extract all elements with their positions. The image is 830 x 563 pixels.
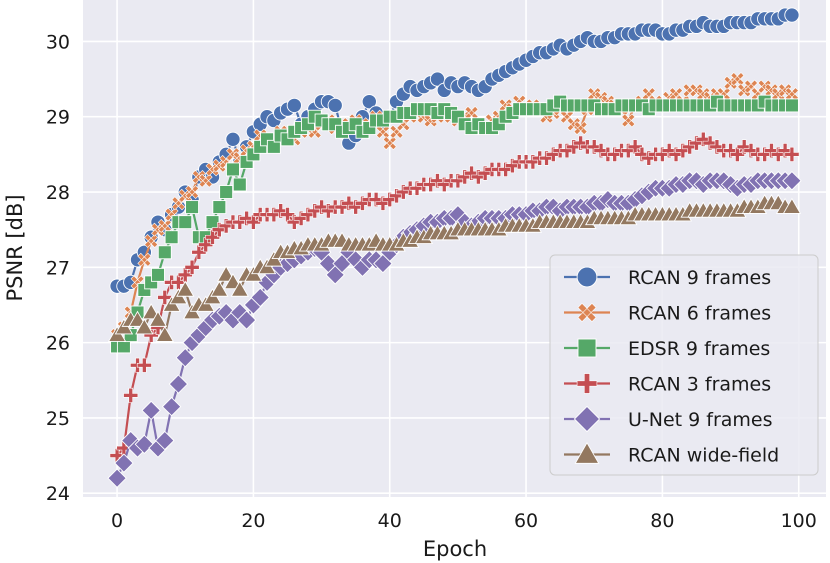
data-point [137,252,152,267]
legend-label: RCAN 3 frames [628,374,771,396]
data-point [245,214,261,230]
data-point [151,267,165,282]
legend-item: RCAN 9 frames [564,266,771,289]
data-point [361,94,377,110]
series-rcan-3-frames [109,131,800,464]
data-point [621,113,636,128]
data-point [185,200,200,215]
series-group [107,7,802,488]
legend-swatch-marker [576,266,598,288]
data-point [175,347,195,368]
y-axis-label: PSNR [dB] [3,194,27,301]
y-tick-label: 25 [46,408,70,430]
legend-box [549,254,819,476]
legend-item: RCAN 3 frames [564,373,771,396]
data-point [177,267,193,283]
x-tick-label: 60 [514,510,538,532]
data-point [191,244,207,260]
x-axis-ticks: 0 20 40 60 80 100 [111,510,817,532]
data-point [178,215,193,230]
data-point [168,374,189,394]
data-point [573,121,588,135]
data-point [729,146,745,162]
data-point [144,234,159,248]
data-point [784,7,800,23]
legend-item: U-Net 9 frames [564,405,773,433]
legend-item: RCAN wide-field [564,441,779,467]
data-point [327,97,343,114]
data-point [382,136,397,151]
legend-item: EDSR 9 frames [564,338,770,360]
legend: RCAN 9 frames RCAN 6 frames EDSR 9 frames R… [549,254,819,476]
data-point [225,131,241,147]
legend-label: EDSR 9 frames [628,338,770,360]
data-point [210,280,229,297]
data-point [148,310,168,327]
data-point [198,237,214,253]
data-point [216,265,236,282]
y-tick-label: 27 [46,257,70,279]
y-tick-label: 24 [46,483,70,505]
data-point [164,230,179,245]
data-point [198,173,213,188]
data-point [136,357,152,373]
series-rcan-wide-field [107,193,802,342]
data-point [223,273,243,290]
data-point [286,97,302,114]
data-point [184,259,200,275]
data-point [157,245,172,260]
legend-label: RCAN 9 frames [628,267,771,289]
data-point [782,170,802,191]
data-point [782,197,802,214]
data-point [250,287,270,308]
data-point [232,177,247,192]
data-point [212,200,227,215]
y-tick-label: 29 [46,107,70,129]
data-point [155,430,175,451]
x-tick-label: 100 [781,510,817,532]
y-axis-ticks: 24 25 26 27 28 29 30 [46,31,70,505]
data-point [161,396,182,417]
legend-swatch-marker [577,303,597,322]
legend-swatch-marker [576,373,598,394]
data-point [123,387,139,403]
data-point [128,310,147,327]
data-point [230,280,250,297]
y-tick-label: 26 [46,333,70,355]
legend-swatch-marker [577,338,597,358]
data-point [176,280,195,297]
data-point [784,98,799,113]
x-tick-label: 20 [241,510,265,532]
data-point [219,185,234,199]
x-tick-label: 80 [650,510,674,532]
legend-swatch-marker [573,405,601,433]
x-axis-label: Epoch [423,537,487,561]
y-tick-label: 28 [46,182,70,204]
legend-label: U-Net 9 frames [628,409,773,431]
y-tick-label: 30 [46,31,70,53]
data-point [185,185,200,199]
data-point [141,303,161,320]
data-point [236,310,257,330]
data-point [141,400,161,421]
data-point [226,162,240,177]
data-point [114,453,134,473]
data-point [135,318,154,335]
data-point [155,325,175,342]
data-point [784,146,800,162]
legend-label: RCAN wide-field [628,445,779,467]
data-point [205,215,220,230]
legend-swatch-marker [574,441,600,464]
legend-label: RCAN 6 frames [628,303,771,325]
x-tick-label: 40 [378,510,402,532]
legend-item: RCAN 6 frames [564,303,771,325]
series-edsr-9-frames [110,94,799,354]
data-point [134,434,155,455]
data-point [107,468,127,488]
data-point [205,229,220,245]
x-tick-label: 0 [111,510,123,532]
